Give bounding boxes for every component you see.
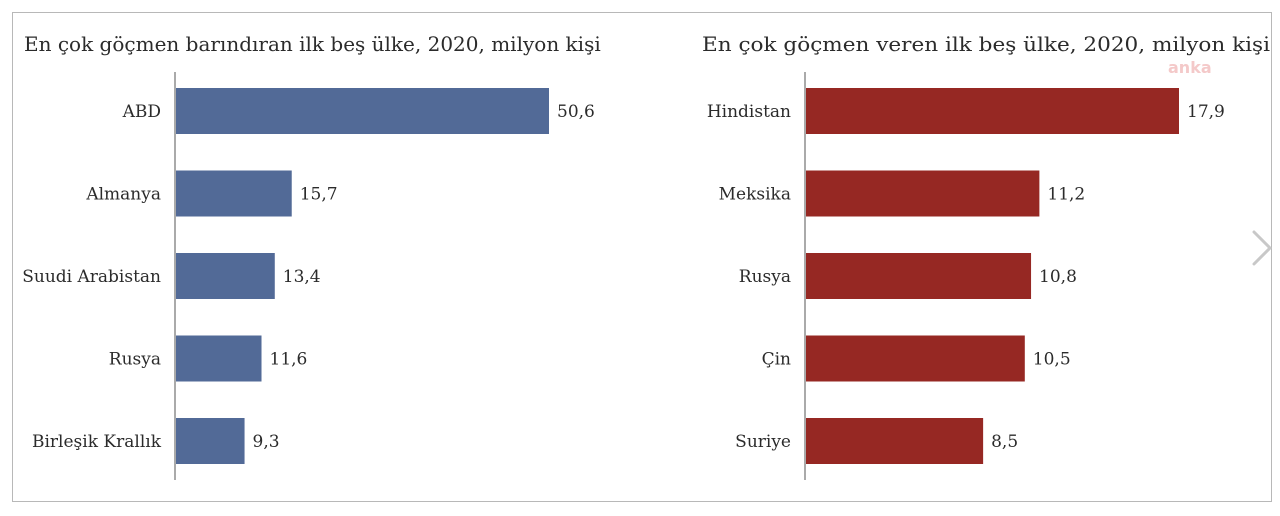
bar <box>176 418 245 464</box>
value-label: 17,9 <box>1187 102 1225 122</box>
category-label: Hindistan <box>707 102 791 122</box>
category-label: ABD <box>122 102 161 122</box>
category-label: Suriye <box>735 432 791 452</box>
left-bar-chart: ABD 50,6 Almanya 15,7 Suudi Arabistan 13,4 Rus… <box>22 72 595 480</box>
bar <box>806 253 1032 299</box>
category-label: Birleşik Krallık <box>32 432 162 452</box>
right-chart-title: En çok göçmen veren ilk beş ülke, 2020, … <box>702 32 1270 56</box>
category-label: Rusya <box>739 267 791 287</box>
value-label: 15,7 <box>300 185 338 205</box>
category-label: Meksika <box>719 185 791 205</box>
watermark: anka <box>1168 58 1212 77</box>
value-label: 50,6 <box>557 102 595 122</box>
value-label: 10,5 <box>1033 350 1071 370</box>
bar <box>806 170 1040 217</box>
category-label: Almanya <box>85 185 161 205</box>
bar <box>806 335 1025 382</box>
category-label: Çin <box>762 350 791 370</box>
value-label: 10,8 <box>1039 267 1077 287</box>
bar <box>806 418 984 464</box>
left-chart-title: En çok göçmen barındıran ilk beş ülke, 2… <box>24 32 601 56</box>
value-label: 8,5 <box>991 432 1018 452</box>
value-label: 11,2 <box>1047 185 1085 205</box>
bar <box>176 88 549 134</box>
value-label: 13,4 <box>283 267 321 287</box>
category-label: Rusya <box>109 350 161 370</box>
bar <box>176 253 275 299</box>
value-label: 11,6 <box>270 350 308 370</box>
right-bar-chart: Hindistan 17,9 Meksika 11,2 Rusya 10,8 Çin 10,5… <box>707 72 1225 480</box>
bar <box>176 170 292 217</box>
bar <box>176 335 262 382</box>
bar <box>806 88 1179 134</box>
value-label: 9,3 <box>253 432 280 452</box>
category-label: Suudi Arabistan <box>22 267 161 287</box>
chevron-right-icon[interactable] <box>1246 226 1276 270</box>
